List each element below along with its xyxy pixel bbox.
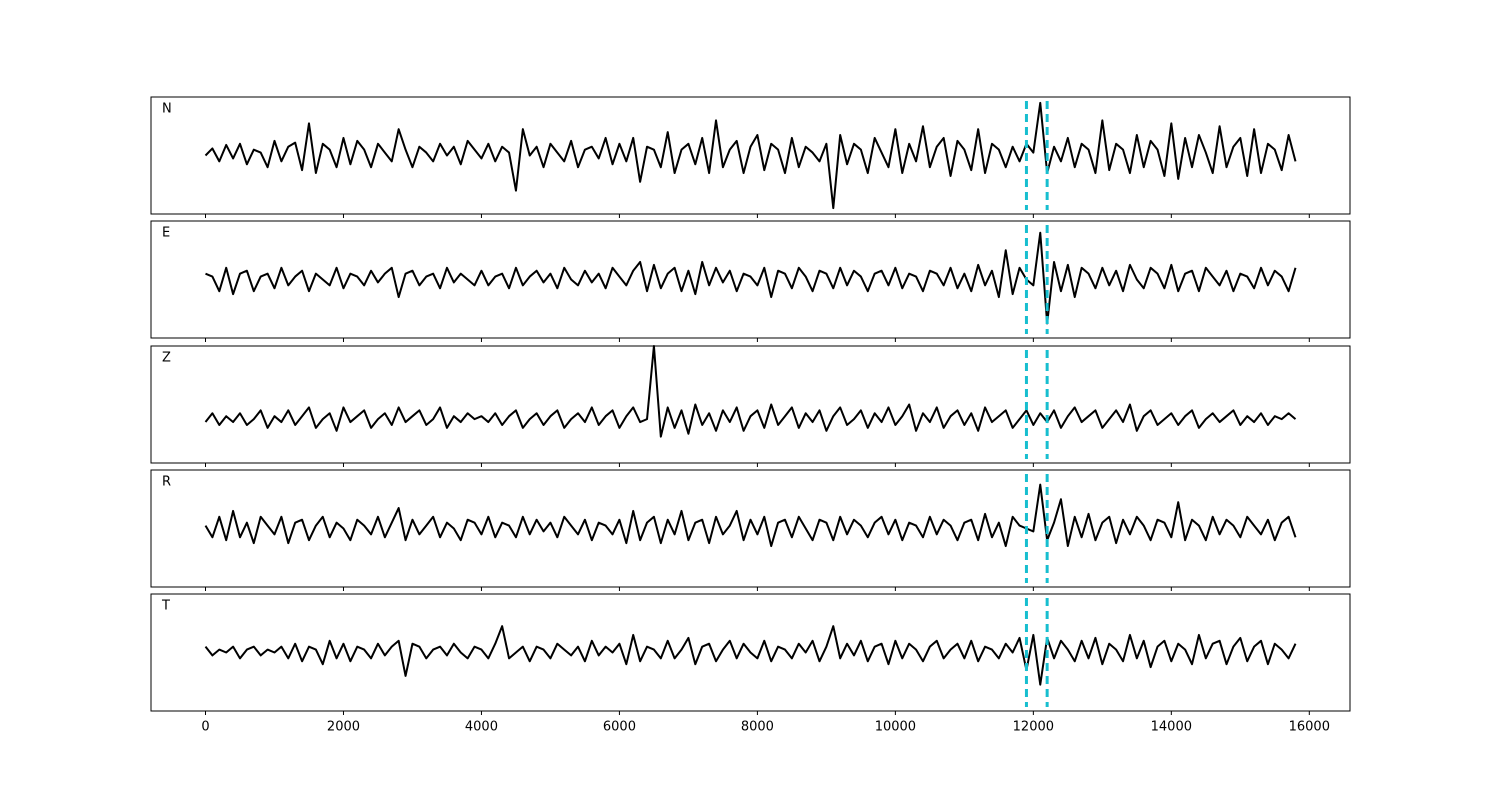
x-tick-label: 16000 [1289, 720, 1330, 735]
x-tick-label: 14000 [1151, 720, 1192, 735]
x-tick-label: 12000 [1013, 720, 1054, 735]
panel-frame [150, 345, 1351, 464]
trace [204, 483, 1297, 548]
x-tick-label: 4000 [465, 720, 498, 735]
trace [204, 101, 1297, 210]
panel-frame [150, 220, 1351, 339]
trace [204, 345, 1297, 438]
panel-label: N [162, 102, 172, 117]
panel-frame [150, 96, 1351, 215]
panel-frame [150, 469, 1351, 588]
x-tick-label: 10000 [875, 720, 916, 735]
panel-label: Z [162, 351, 171, 366]
panel-label: T [161, 599, 170, 614]
panel-label: R [162, 475, 171, 490]
x-tick-label: 2000 [327, 720, 360, 735]
trace [204, 625, 1297, 686]
x-tick-label: 8000 [741, 720, 774, 735]
x-tick-label: 6000 [603, 720, 636, 735]
x-tick-label: 0 [201, 720, 209, 735]
panel-label: E [162, 226, 170, 241]
trace [205, 231, 1297, 325]
